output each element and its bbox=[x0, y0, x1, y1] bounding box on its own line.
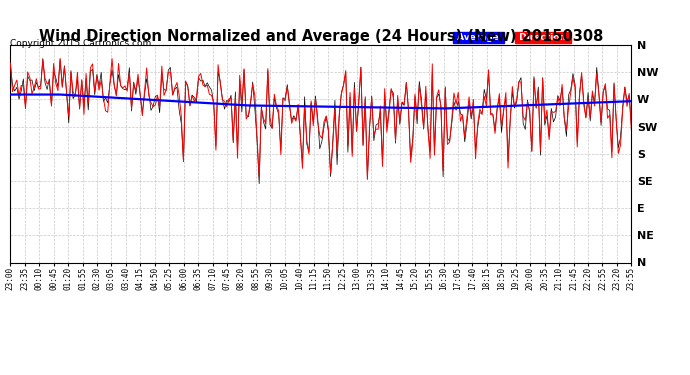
Text: Copyright 2015 Cartronics.com: Copyright 2015 Cartronics.com bbox=[10, 39, 152, 48]
Text: Average: Average bbox=[454, 33, 502, 42]
Title: Wind Direction Normalized and Average (24 Hours) (New) 20150308: Wind Direction Normalized and Average (2… bbox=[39, 29, 603, 44]
Text: Direction: Direction bbox=[516, 33, 569, 42]
